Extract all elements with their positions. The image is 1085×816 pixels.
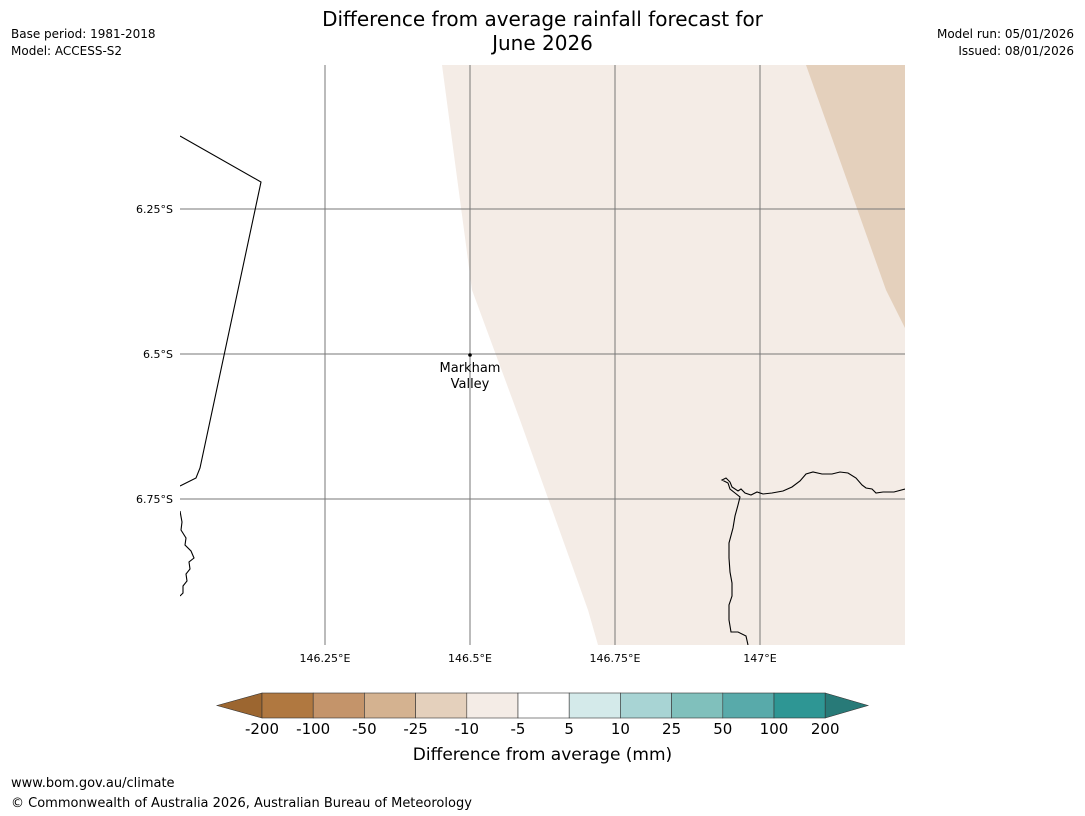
issued-text: Issued: 08/01/2026 xyxy=(958,44,1074,58)
colorbar-tick-label: -5 xyxy=(510,720,526,738)
colorbar-segment xyxy=(722,692,775,719)
lat-tick-label: 6.5°S xyxy=(143,348,173,361)
model-text: Model: ACCESS-S2 xyxy=(11,44,123,58)
markham-valley-marker xyxy=(468,353,472,357)
colorbar-tick-label: -50 xyxy=(352,720,377,738)
colorbar-tick-label: 200 xyxy=(810,720,840,738)
colorbar-segment xyxy=(568,692,621,719)
colorbar-tick-label: -10 xyxy=(454,720,480,738)
colorbar-tick-label: 25 xyxy=(662,720,682,738)
colorbar-tick-label: 100 xyxy=(759,720,789,738)
meta-left: Base period: 1981-2018 Model: ACCESS-S2 xyxy=(11,26,156,60)
base-period-text: Base period: 1981-2018 xyxy=(11,27,156,41)
colorbar-tick-label: 50 xyxy=(713,720,733,738)
place-name-line-2: Valley xyxy=(451,377,490,392)
footer-copyright: © Commonwealth of Australia 2026, Austra… xyxy=(11,796,472,811)
border-line xyxy=(180,135,262,487)
colorbar-extend-high xyxy=(824,692,870,719)
colorbar-segment xyxy=(415,692,468,719)
title-line-2: June 2026 xyxy=(492,31,593,55)
model-run-text: Model run: 05/01/2026 xyxy=(936,27,1074,41)
coastline-west xyxy=(180,510,195,597)
shade-minus25-to-minus10 xyxy=(806,65,905,328)
colorbar-segment xyxy=(364,692,416,719)
coastline-and-borders xyxy=(180,135,905,645)
footer: www.bom.gov.au/climate © Commonwealth of… xyxy=(11,774,472,814)
colorbar-segment xyxy=(773,692,826,719)
colorbar-tick-label: -25 xyxy=(403,720,428,738)
colorbar-tick-label: -100 xyxy=(296,720,331,738)
meta-right: Model run: 05/01/2026 Issued: 08/01/2026 xyxy=(937,26,1074,60)
lat-tick-label: 6.25°S xyxy=(136,203,173,216)
place-name-line-1: Markham xyxy=(440,361,501,376)
colorbar-segment xyxy=(466,692,519,719)
lat-tick-labels: 6.25°S 6.5°S 6.75°S xyxy=(136,203,173,506)
map-area xyxy=(180,65,905,645)
lon-tick-label: 147°E xyxy=(743,652,776,665)
colorbar-title: Difference from average (mm) xyxy=(412,745,673,765)
footer-url: www.bom.gov.au/climate xyxy=(11,776,175,791)
colorbar-extend-low xyxy=(215,692,263,719)
coastline-east xyxy=(720,471,905,645)
colorbar-tick-label: -200 xyxy=(244,720,280,738)
place-label: Markham Valley xyxy=(440,361,501,392)
lon-tick-label: 146.25°E xyxy=(300,652,351,665)
colorbar-tick-label: 5 xyxy=(564,720,574,738)
colorbar-segment xyxy=(312,692,365,719)
shade-minus10-to-minus5 xyxy=(442,65,905,645)
lon-tick-label: 146.75°E xyxy=(590,652,641,665)
colorbar-segment xyxy=(620,692,672,719)
colorbar xyxy=(215,692,870,719)
lon-tick-label: 146.5°E xyxy=(448,652,492,665)
colorbar-tick-label: 10 xyxy=(610,720,630,738)
lat-tick-label: 6.75°S xyxy=(136,493,173,506)
colorbar-segment xyxy=(517,692,570,719)
lon-tick-labels: 146.25°E 146.5°E 146.75°E 147°E xyxy=(300,652,777,665)
chart-title: Difference from average rainfall forecas… xyxy=(0,7,1085,55)
colorbar-segment xyxy=(261,692,314,719)
title-line-1: Difference from average rainfall forecas… xyxy=(322,7,763,31)
colorbar-segment xyxy=(671,692,724,719)
